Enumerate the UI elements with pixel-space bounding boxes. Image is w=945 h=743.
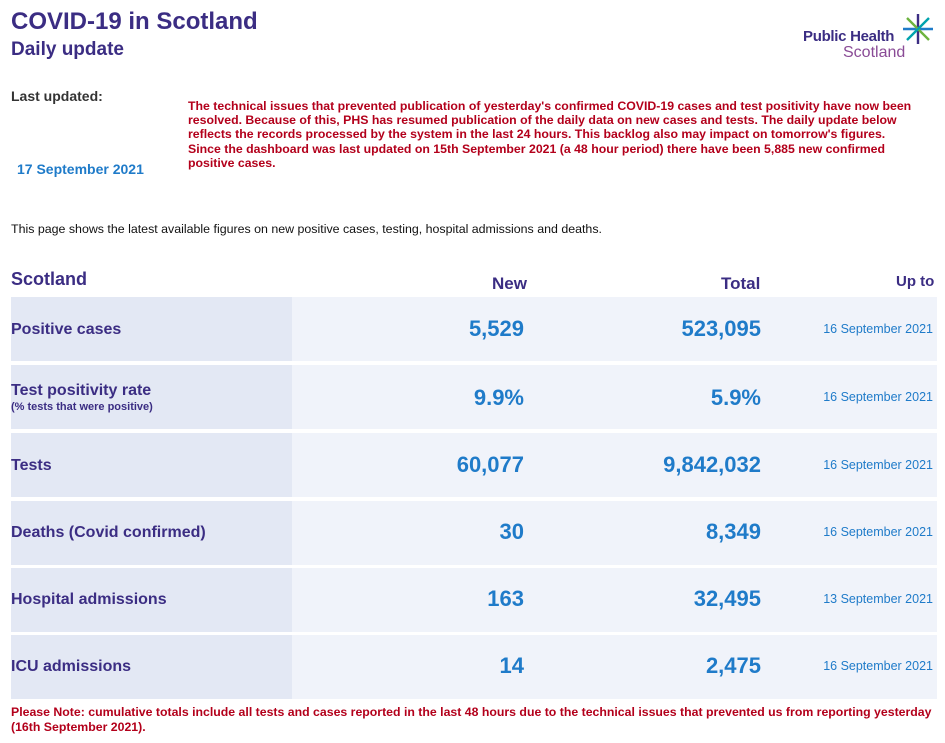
notice-paragraph-2: Since the dashboard was last updated on … (188, 141, 886, 170)
new-value: 9.9% (473, 385, 524, 410)
column-header-total: Total (721, 274, 761, 293)
table-row-tests: Tests 60,077 9,842,032 16 September 2021 (11, 433, 937, 497)
column-header-new: New (492, 274, 527, 293)
metric-label: Tests (11, 457, 52, 474)
up-to-date: 16 September 2021 (823, 525, 933, 539)
table-row-test-positivity: Test positivity rate (% tests that were … (11, 365, 937, 429)
page-subtitle: Daily update (11, 39, 124, 60)
last-updated-label: Last updated: (11, 88, 103, 104)
technical-issue-notice: The technical issues that prevented publ… (188, 99, 933, 170)
up-to-date: 16 September 2021 (823, 322, 933, 336)
metric-label: Hospital admissions (11, 591, 167, 608)
metric-label: Test positivity rate (11, 382, 152, 399)
row-label-cell: ICU admissions (11, 635, 292, 699)
logo-star-icon (903, 14, 933, 44)
new-value: 14 (499, 653, 524, 678)
up-to-date: 16 September 2021 (823, 390, 933, 404)
logo-text-line1: Public Health (803, 28, 895, 45)
logo-text-line2: Scotland (843, 44, 906, 61)
row-label-cell: Deaths (Covid confirmed) (11, 501, 292, 565)
metric-label: ICU admissions (11, 658, 132, 675)
total-value: 2,475 (705, 653, 761, 678)
last-updated-date: 17 September 2021 (17, 161, 144, 177)
new-value: 30 (499, 519, 524, 544)
table-row-hospital-admissions: Hospital admissions 163 32,495 13 Septem… (11, 568, 937, 632)
new-value: 60,077 (456, 452, 524, 477)
total-value: 9,842,032 (663, 452, 761, 477)
row-label-cell: Tests (11, 433, 292, 497)
row-label-cell: Hospital admissions (11, 568, 292, 632)
total-value: 5.9% (710, 385, 761, 410)
page-title: COVID-19 in Scotland (11, 8, 258, 35)
total-value: 32,495 (693, 586, 761, 611)
row-label-cell: Test positivity rate (% tests that were … (11, 365, 292, 429)
total-value: 8,349 (705, 519, 761, 544)
metric-label: Deaths (Covid confirmed) (11, 524, 206, 541)
total-value: 523,095 (681, 316, 761, 341)
table-row-icu-admissions: ICU admissions 14 2,475 16 September 202… (11, 635, 937, 699)
notice-paragraph-1: The technical issues that prevented publ… (188, 99, 912, 142)
row-label-cell: Positive cases (11, 297, 292, 361)
intro-text: This page shows the latest available fig… (11, 222, 602, 236)
new-value: 163 (487, 586, 524, 611)
metric-sublabel: (% tests that were positive) (11, 401, 153, 413)
column-header-up-to: Up to (896, 273, 935, 290)
phs-logo: Public Health Scotland (803, 12, 937, 62)
table-row-deaths: Deaths (Covid confirmed) 30 8,349 16 Sep… (11, 501, 937, 565)
column-header-region: Scotland (11, 269, 88, 289)
new-value: 5,529 (468, 316, 524, 341)
footnote-notice: Please Note: cumulative totals include a… (11, 705, 932, 734)
up-to-date: 13 September 2021 (823, 592, 933, 606)
up-to-date: 16 September 2021 (823, 458, 933, 472)
up-to-date: 16 September 2021 (823, 659, 933, 673)
metric-label: Positive cases (11, 321, 122, 338)
table-row-positive-cases: Positive cases 5,529 523,095 16 Septembe… (11, 297, 937, 361)
